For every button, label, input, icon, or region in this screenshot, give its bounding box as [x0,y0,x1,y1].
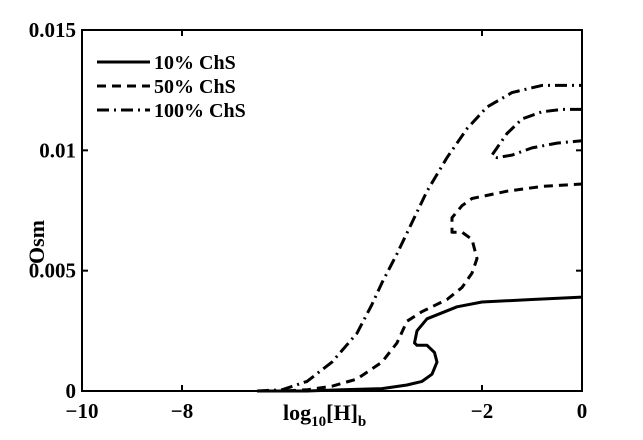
legend-label: 100% ChS [154,100,246,122]
y-tick-label: 0.01 [39,138,76,162]
x-axis-label-log: log [283,400,311,425]
x-axis-label-bracket: [H] [326,400,358,425]
x-tick-label: −10 [66,399,99,423]
legend-label: 50% ChS [154,76,236,98]
x-axis-label-sub: 10 [311,414,326,430]
legend-label: 10% ChS [154,52,236,74]
y-tick-label: 0 [66,379,77,403]
series-layer [256,83,583,393]
y-axis-label: Osm [24,220,49,264]
axis-ticks [81,29,583,392]
y-tick-label: 0.005 [29,259,76,283]
x-tick-label: −8 [171,399,193,423]
x-tick-label: 0 [577,399,588,423]
series-line-0 [257,295,583,393]
series-line-2 [256,83,582,393]
x-tick-label: −2 [471,399,493,423]
y-tick-label: 0.015 [29,18,76,42]
x-axis-label-sub2: b [358,414,366,430]
axis-tick-labels: −10 −8 −2 0 0 0.005 0.01 0.015 [29,18,588,423]
x-axis-label: log10[H]b [283,400,366,430]
plot-area [81,29,583,392]
series-line-3 [490,107,583,160]
